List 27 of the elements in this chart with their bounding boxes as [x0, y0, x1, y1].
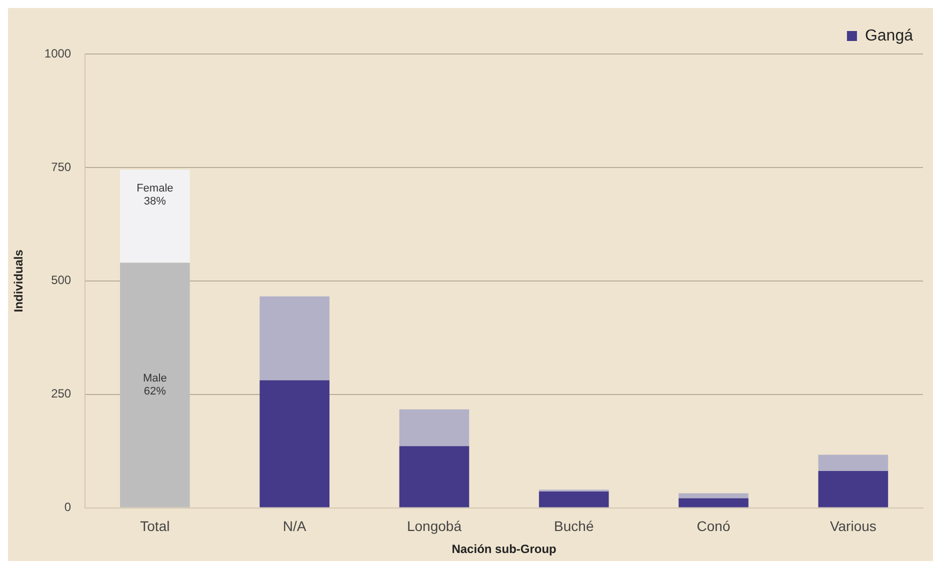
bar: [538, 491, 609, 508]
bar: [678, 498, 748, 508]
x-tick-label: N/A: [282, 518, 307, 534]
y-tick-label: 1000: [44, 46, 72, 60]
x-axis-title: Nación sub-Group: [452, 542, 556, 556]
bar: [818, 471, 888, 508]
bar: [260, 380, 330, 508]
x-tick-label: Conó: [696, 518, 730, 534]
bar: [399, 409, 470, 446]
y-tick-label: 500: [51, 273, 72, 288]
y-tick-label: 750: [51, 160, 72, 174]
x-tick-label: Longobá: [406, 518, 462, 534]
legend-label: Gangá: [864, 27, 914, 44]
bar: [120, 170, 190, 263]
x-tick-label: Buché: [554, 518, 594, 534]
y-axis-title: Individuals: [12, 249, 26, 312]
bar: [120, 262, 190, 508]
x-tick-label: Various: [830, 518, 876, 534]
bar: [678, 493, 748, 498]
x-tick-label: Total: [140, 518, 170, 534]
bar: [818, 454, 888, 472]
bar: [260, 296, 330, 380]
annotation: Male 62%: [143, 372, 167, 398]
annotation: Female 38%: [136, 182, 174, 208]
bar: [399, 446, 470, 508]
y-tick-label: 250: [51, 386, 72, 401]
y-tick-label: 0: [64, 500, 72, 514]
